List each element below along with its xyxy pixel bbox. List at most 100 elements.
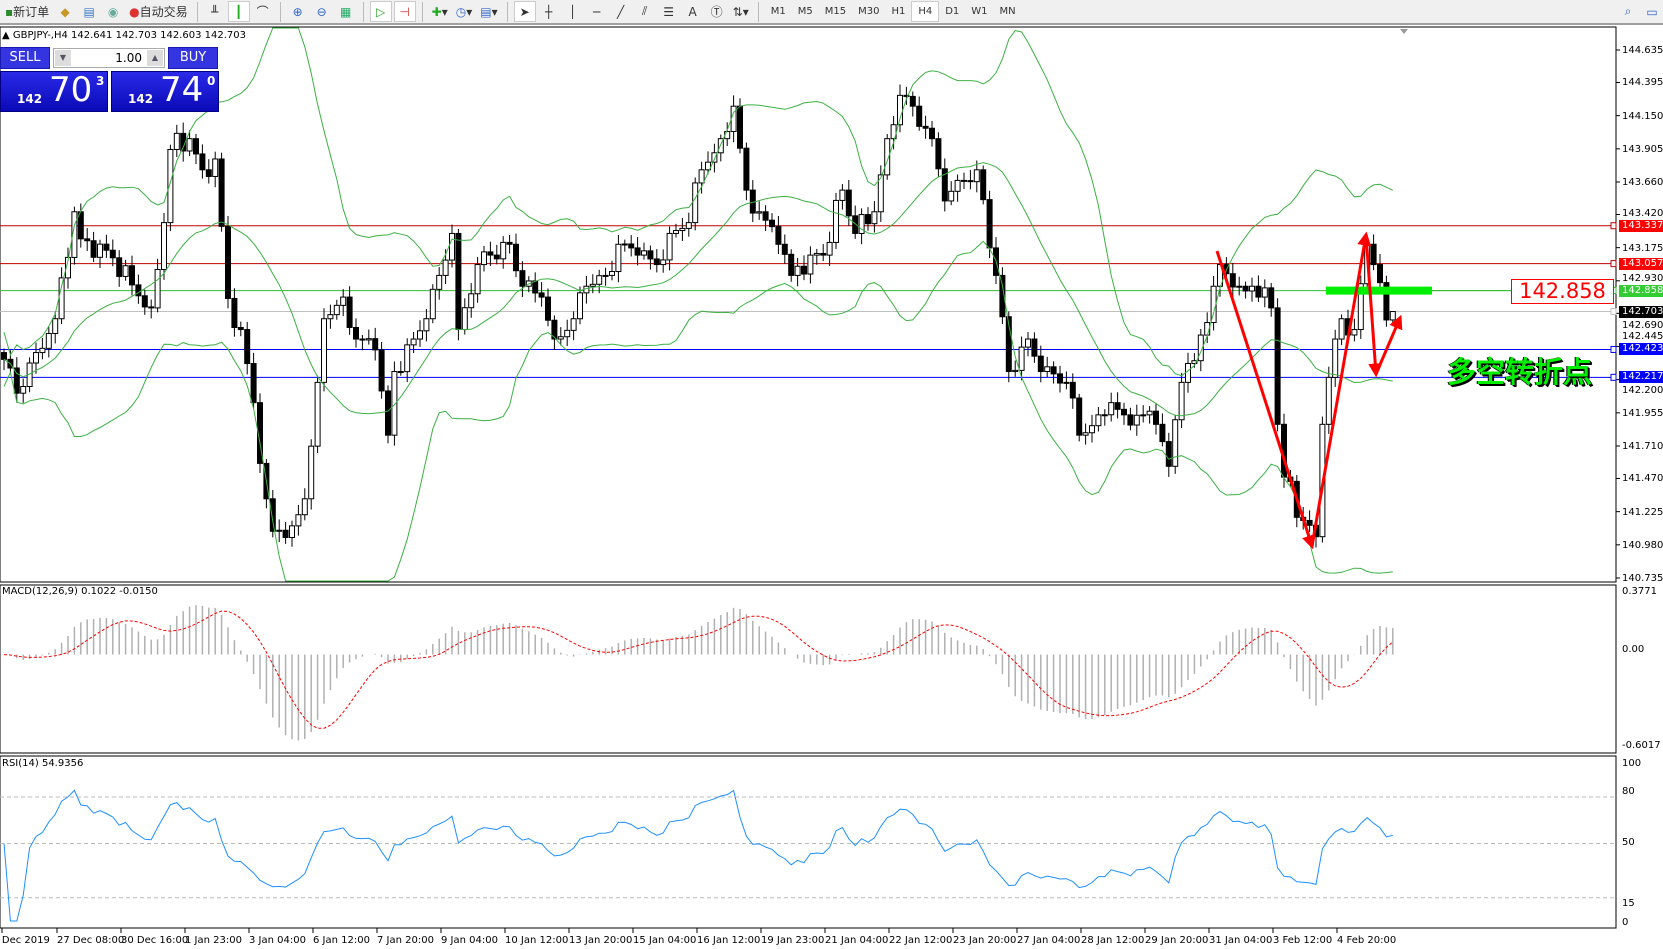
candle-body: [276, 529, 283, 532]
price-label-box[interactable]: 142.858: [1511, 279, 1614, 304]
timeframe-m15[interactable]: M15: [824, 6, 847, 17]
red-arrow: [1364, 234, 1383, 378]
time-tick: 27 Jan 04:00: [1017, 935, 1081, 946]
candle-body: [301, 498, 308, 516]
candle-body: [397, 371, 404, 374]
line-chart-icon: ⌒: [256, 5, 269, 19]
buy-button[interactable]: BUY: [168, 47, 218, 69]
crosshair-button[interactable]: ┼: [538, 1, 560, 22]
candle: [1178, 372, 1185, 429]
candle-body: [359, 338, 366, 341]
candle: [756, 201, 763, 220]
candle: [513, 233, 519, 278]
candle: [749, 180, 756, 223]
new-order-button[interactable]: ▪ 新订单: [5, 4, 50, 20]
arrows-button[interactable]: ⇅ ▾: [732, 4, 749, 19]
increase-lot-icon[interactable]: ▲: [147, 50, 163, 66]
price-tick: 143.660: [1622, 176, 1663, 188]
candle: [826, 231, 833, 266]
search-button[interactable]: ⌕: [1617, 1, 1639, 22]
fibonacci-button[interactable]: ☰: [658, 1, 680, 22]
time-tick: 7 Jan 20:00: [377, 935, 434, 946]
auto-scroll-button[interactable]: ▷: [369, 1, 392, 22]
candle-body: [340, 296, 347, 306]
line-chart-button[interactable]: ⌒: [252, 1, 274, 22]
sell-button[interactable]: SELL: [0, 47, 50, 69]
sell-price[interactable]: 142 70 3: [0, 71, 108, 112]
indicators-button[interactable]: ✚ ▾: [431, 4, 448, 19]
vertical-line-button[interactable]: │: [562, 1, 584, 22]
candle: [410, 332, 417, 354]
trendline-button[interactable]: ╱: [610, 1, 632, 22]
timeframe-w1[interactable]: W1: [971, 6, 988, 17]
candle: [890, 116, 897, 150]
candle-body: [410, 338, 417, 346]
templates-button[interactable]: ▤ ▾: [480, 4, 498, 19]
timeframe-m30[interactable]: M30: [858, 6, 880, 17]
horizontal-line-button[interactable]: ─: [586, 1, 608, 22]
chat-button[interactable]: ▭: [1641, 1, 1663, 22]
candle-body: [941, 168, 948, 202]
bar-chart-button[interactable]: ╨: [204, 1, 226, 22]
timeframe-m1[interactable]: M1: [770, 6, 786, 17]
candle: [564, 319, 571, 346]
price-tick: 142.445: [1622, 331, 1663, 343]
channel-icon: ⫽: [641, 4, 648, 18]
signals-button[interactable]: ◉: [102, 1, 124, 22]
auto-trading-button[interactable]: ● 自动交易: [129, 4, 188, 20]
candle-body: [1242, 285, 1249, 292]
add-indicator-icon: ✚: [431, 4, 442, 19]
template-icon: ▤: [480, 4, 492, 19]
candle: [1069, 373, 1076, 409]
level-price-label: 142.858: [1619, 284, 1663, 297]
candle: [557, 327, 564, 346]
candle-body: [698, 169, 705, 184]
candle-body: [596, 275, 603, 285]
candle: [436, 267, 443, 300]
zoom-in-button[interactable]: ⊕: [287, 1, 309, 22]
candle: [45, 326, 52, 358]
collapse-arrow-icon[interactable]: ▲: [2, 30, 13, 41]
timeframe-h4[interactable]: H4: [911, 1, 940, 22]
candle-body: [545, 296, 551, 321]
candle: [1012, 360, 1019, 377]
candle: [321, 308, 327, 392]
lot-size-input[interactable]: 1.00: [115, 51, 142, 65]
zoom-out-button[interactable]: ⊖: [311, 1, 333, 22]
lot-size-stepper[interactable]: ▼ 1.00 ▲: [53, 48, 165, 68]
timeframe-mn[interactable]: MN: [999, 6, 1016, 17]
decrease-lot-icon[interactable]: ▼: [55, 50, 71, 66]
text-button[interactable]: A: [682, 1, 704, 22]
candle-body: [1377, 264, 1383, 284]
buy-price[interactable]: 142 74 0: [111, 71, 219, 112]
timeframe-m5[interactable]: M5: [797, 6, 813, 17]
timeframe-h1[interactable]: H1: [891, 6, 906, 17]
cursor-button[interactable]: ➤: [513, 1, 536, 22]
candle-body: [1114, 402, 1121, 410]
candle: [1031, 332, 1038, 363]
candle: [1242, 281, 1249, 299]
chart-shift-button[interactable]: ⊣: [393, 1, 416, 22]
candlestick-button[interactable]: ┃: [227, 1, 250, 22]
candle: [474, 256, 481, 303]
navigator-button[interactable]: ◆: [54, 1, 76, 22]
tile-windows-button[interactable]: ▦: [335, 1, 357, 22]
reversal-point-text[interactable]: 多空转折点: [1447, 355, 1593, 389]
candle: [250, 352, 257, 409]
candle-body: [1095, 414, 1102, 427]
terminal-button[interactable]: ▤: [78, 1, 100, 22]
candle-body: [372, 338, 379, 351]
channel-button[interactable]: ⫽: [634, 1, 656, 22]
text-label-button[interactable]: Ⓣ: [706, 1, 728, 22]
candle: [84, 228, 91, 251]
candle: [999, 267, 1006, 324]
candle-body: [717, 138, 724, 154]
candle: [781, 234, 788, 264]
periods-button[interactable]: ◷ ▾: [455, 4, 473, 19]
candle: [1197, 329, 1204, 372]
level-handle: [1610, 373, 1617, 381]
candle-body: [1274, 307, 1281, 425]
timeframe-d1[interactable]: D1: [945, 6, 960, 17]
macd-pane: [0, 584, 1617, 754]
